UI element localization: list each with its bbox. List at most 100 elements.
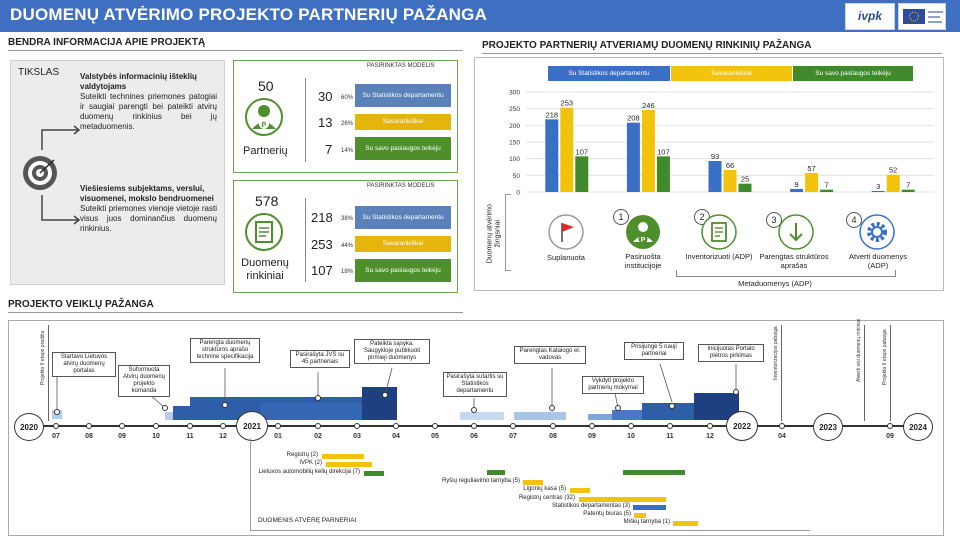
gantt-label: Registrų (2) (286, 452, 318, 458)
gantt-bar (634, 513, 646, 518)
step-planned-label: Suplanuota (547, 253, 585, 262)
timeline-bar (514, 412, 566, 420)
year-2023: 2023 (813, 413, 843, 441)
metadata-bracket-left (676, 270, 677, 276)
page-title: DUOMENŲ ATVĖRIMO PROJEKTO PARTNERIŲ PAŽA… (10, 5, 488, 24)
eu-logo (898, 3, 946, 30)
month-label: 05 (431, 433, 439, 440)
datasets-model-label: PASIRINKTAS MODELIS (367, 183, 435, 189)
month-label: 09 (886, 433, 894, 440)
bar-value-label: 25 (741, 175, 749, 184)
step-number-1: 1 (613, 209, 629, 225)
datasets-pct-3: 18% (341, 269, 354, 275)
bar-value-label: 107 (657, 147, 670, 156)
note-portal-procurement: Inicijuotas Portalo plėtros pirkimas (698, 344, 764, 362)
month-label: 09 (588, 433, 596, 440)
bar (790, 189, 804, 192)
note-portal-start: Startavo Lietuvos atvirų duomenų portala… (52, 352, 116, 377)
svg-text:P: P (262, 122, 267, 129)
gantt-bar (623, 470, 685, 475)
bar-value-label: 246 (642, 101, 655, 110)
goal-1-text: Suteikti technines priemones patogiai ir… (80, 92, 217, 131)
bar (560, 107, 574, 192)
bar (871, 191, 885, 192)
step-inventory-label: Inventorizuoti (ADP) (685, 252, 753, 261)
partners-pct-1: 60% (341, 95, 354, 101)
y-tick-label: 50 (513, 173, 521, 180)
bar-value-label: 253 (561, 99, 574, 108)
year-2022: 2022 (726, 411, 758, 441)
year-2021: 2021 (236, 411, 268, 441)
bar (901, 189, 915, 192)
bar-value-label: 3 (876, 182, 880, 191)
bar (820, 189, 834, 192)
note-statistics-contract: Pasirašyta sutartis su Statistikos depar… (443, 372, 507, 397)
milestone-line (781, 325, 782, 421)
bar-value-label: 57 (807, 164, 815, 173)
general-section-title: BENDRA INFORMACIJA APIE PROJEKTĄ (8, 37, 206, 48)
month-label: 01 (274, 433, 282, 440)
svg-text:P: P (641, 237, 646, 244)
partners-divider (305, 78, 306, 162)
gantt-bracket-bottom (250, 530, 810, 531)
gantt-bar (579, 497, 666, 502)
timeline-bar (165, 412, 177, 420)
bar (656, 156, 670, 192)
bar (641, 110, 655, 192)
datasets-label: Duomenų rinkiniai (241, 257, 289, 282)
bar-value-label: 93 (711, 152, 719, 161)
month-label: 12 (219, 433, 227, 440)
datasets-pct-2: 44% (341, 243, 354, 249)
month-label: 11 (186, 433, 194, 440)
legend-statistics: Su Statistikos departamentu (548, 66, 670, 81)
year-2024: 2024 (903, 413, 933, 441)
partners-count-2: 13 (318, 115, 333, 130)
month-label: 08 (85, 433, 93, 440)
model-independent: Savarankiškai (355, 236, 451, 252)
datasets-total: 578 (255, 193, 279, 209)
timeline-bar (460, 412, 504, 420)
gantt-bar (523, 480, 543, 485)
gantt-bar (364, 471, 384, 476)
bar-value-label: 208 (627, 114, 640, 123)
gantt-label: Ryšių reguliavimo tarnyba (5) (441, 478, 520, 484)
month-label: 04 (778, 433, 786, 440)
partners-total: 50 (258, 78, 274, 94)
bar (575, 156, 589, 192)
datasets-count-3: 107 (311, 263, 333, 278)
timeline-bar (173, 406, 193, 420)
month-label: 08 (549, 433, 557, 440)
timeline-bar (612, 410, 648, 420)
step-opened-label: Atverti duomenys (ADP) (849, 252, 907, 270)
note-spec-prepared: Parengta duomenų struktūros aprašo techn… (190, 338, 260, 363)
milestone-line (890, 325, 891, 421)
goal-2: Viešiesiems subjektams, verslui, visuome… (80, 184, 217, 234)
note-storage-published: Pateikta sąsyka. Saugykloje publikuoti p… (354, 339, 430, 364)
y-tick-label: 100 (509, 156, 520, 163)
gantt-bar (326, 462, 372, 467)
month-label: 06 (470, 433, 478, 440)
section-divider (482, 53, 942, 54)
target-diagram (23, 125, 81, 225)
bar (738, 183, 752, 192)
bar-value-label: 107 (576, 147, 589, 156)
timeline-section-title: PROJEKTO VEIKLŲ PAŽANGA (8, 299, 154, 310)
step-number-4: 4 (846, 212, 862, 228)
progress-bar-chart: 0501001502002503002182531072082461079366… (509, 90, 934, 197)
month-label: 07 (52, 433, 60, 440)
partners-pct-3: 14% (341, 148, 354, 154)
flag-icon (548, 214, 584, 250)
gantt-bar (673, 521, 698, 526)
milestone-line (48, 325, 49, 421)
gantt-label: IVPK (2) (299, 460, 322, 466)
gantt-label: Ligonių kasa (5) (523, 486, 566, 492)
section-divider (8, 50, 463, 51)
y-tick-label: 300 (509, 90, 520, 97)
timeline-bar (260, 403, 365, 420)
timeline-panel (8, 320, 944, 536)
gantt-label: Patentų biuras (5) (583, 511, 631, 517)
note-agreement-signed: Pasirašyta JVS su 45 partneriais (290, 350, 350, 368)
note-catalog-guide: Parengtas Katalogo el. vadovas (514, 346, 586, 364)
bar (805, 173, 819, 192)
month-label: 12 (706, 433, 714, 440)
